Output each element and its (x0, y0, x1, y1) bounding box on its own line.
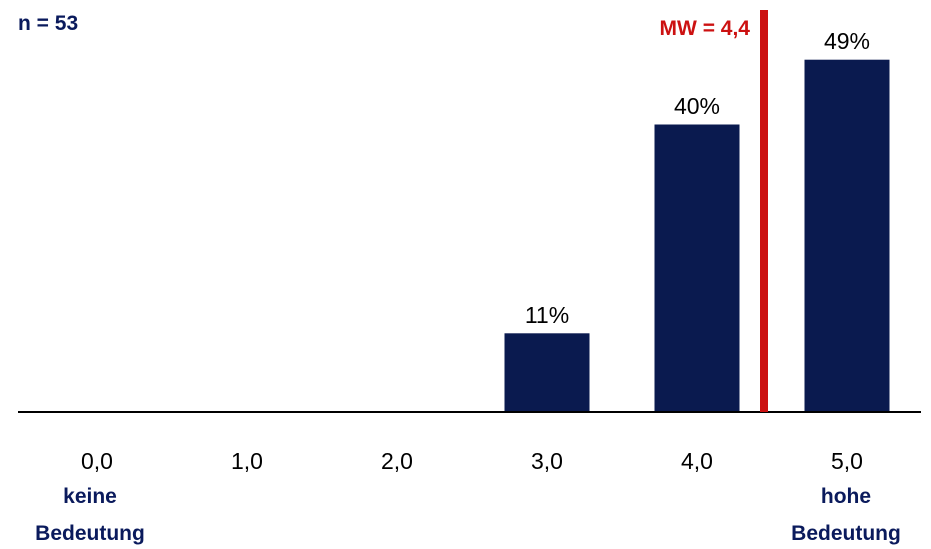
bar-3 (503, 332, 591, 413)
tick-label-4: 4,0 (681, 448, 713, 474)
bars-group (503, 58, 891, 413)
bar-4 (653, 123, 741, 413)
sample-size-label: n = 53 (18, 12, 78, 35)
data-label-4: 40% (674, 93, 720, 119)
axis-high-label-line1: hohe (821, 485, 871, 508)
axis-low-label-line1: keine (63, 485, 117, 508)
tick-labels-group: 0,0 1,0 2,0 3,0 4,0 5,0 (81, 448, 863, 474)
tick-label-1: 1,0 (231, 448, 263, 474)
tick-label-2: 2,0 (381, 448, 413, 474)
bar-5 (803, 58, 891, 413)
mean-label: MW = 4,4 (660, 17, 751, 40)
tick-label-0: 0,0 (81, 448, 113, 474)
tick-label-5: 5,0 (831, 448, 863, 474)
data-labels-group: 11% 40% 49% (525, 28, 870, 328)
axis-high-label-line2: Bedeutung (791, 522, 901, 545)
tick-label-3: 3,0 (531, 448, 563, 474)
axis-low-label-line2: Bedeutung (35, 522, 145, 545)
data-label-5: 49% (824, 28, 870, 54)
data-label-3: 11% (525, 302, 569, 328)
